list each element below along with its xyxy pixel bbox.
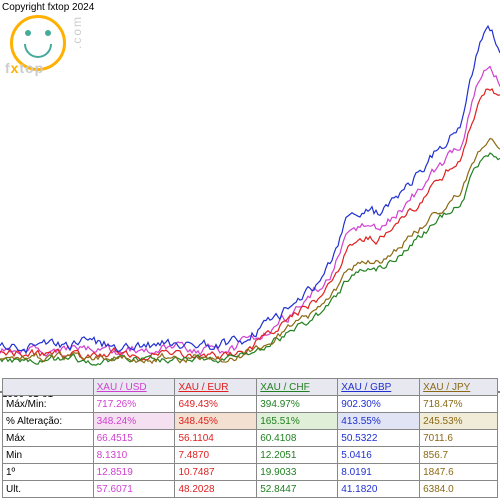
stat-cell: 718.47% [420,396,498,413]
stat-cell: 856.7 [420,447,498,464]
stats-table: XAU / USDXAU / EURXAU / CHFXAU / GBPXAU … [2,378,498,498]
series-xau-eur [0,89,500,360]
stat-cell: 8.1310 [93,447,175,464]
row-label: % Alteração: [3,413,94,430]
row-label: Máx/Min: [3,396,94,413]
row-label: 1º [3,464,94,481]
stat-cell: 902.30% [338,396,420,413]
stat-cell: 7011.6 [420,430,498,447]
stat-cell: 12.8519 [93,464,175,481]
stat-cell: 48.2028 [175,481,257,498]
stat-cell: 7.4870 [175,447,257,464]
stat-cell: 56.1104 [175,430,257,447]
stat-cell: 41.1820 [338,481,420,498]
stat-cell: 19.9033 [257,464,338,481]
col-header: XAU / GBP [338,379,420,396]
row-label: Ult. [3,481,94,498]
row-label [3,379,94,396]
stat-cell: 5.0416 [338,447,420,464]
stat-cell: 717.26% [93,396,175,413]
col-header: XAU / USD [93,379,175,396]
stat-cell: 52.8447 [257,481,338,498]
stat-cell: 10.7487 [175,464,257,481]
stat-cell: 245.53% [420,413,498,430]
series-xau-gbp [0,26,500,353]
stat-cell: 348.24% [93,413,175,430]
stat-cell: 1847.6 [420,464,498,481]
stat-cell: 649.43% [175,396,257,413]
series-xau-jpy [0,139,500,364]
col-header: XAU / EUR [175,379,257,396]
series-xau-usd [0,67,500,357]
stat-cell: 60.4108 [257,430,338,447]
stat-cell: 413.55% [338,413,420,430]
stat-cell: 12.2051 [257,447,338,464]
row-label: Máx [3,430,94,447]
stat-cell: 57.6071 [93,481,175,498]
price-chart [0,20,500,395]
stat-cell: 348.45% [175,413,257,430]
row-label: Min [3,447,94,464]
stat-cell: 8.0191 [338,464,420,481]
chart-container: Copyright fxtop 2024 fxtop .com 1990-01-… [0,0,500,500]
copyright-text: Copyright fxtop 2024 [2,2,94,13]
stat-cell: 50.5322 [338,430,420,447]
stat-cell: 66.4515 [93,430,175,447]
col-header: XAU / JPY [420,379,498,396]
stat-cell: 394.97% [257,396,338,413]
stat-cell: 165.51% [257,413,338,430]
stat-cell: 6384.0 [420,481,498,498]
col-header: XAU / CHF [257,379,338,396]
